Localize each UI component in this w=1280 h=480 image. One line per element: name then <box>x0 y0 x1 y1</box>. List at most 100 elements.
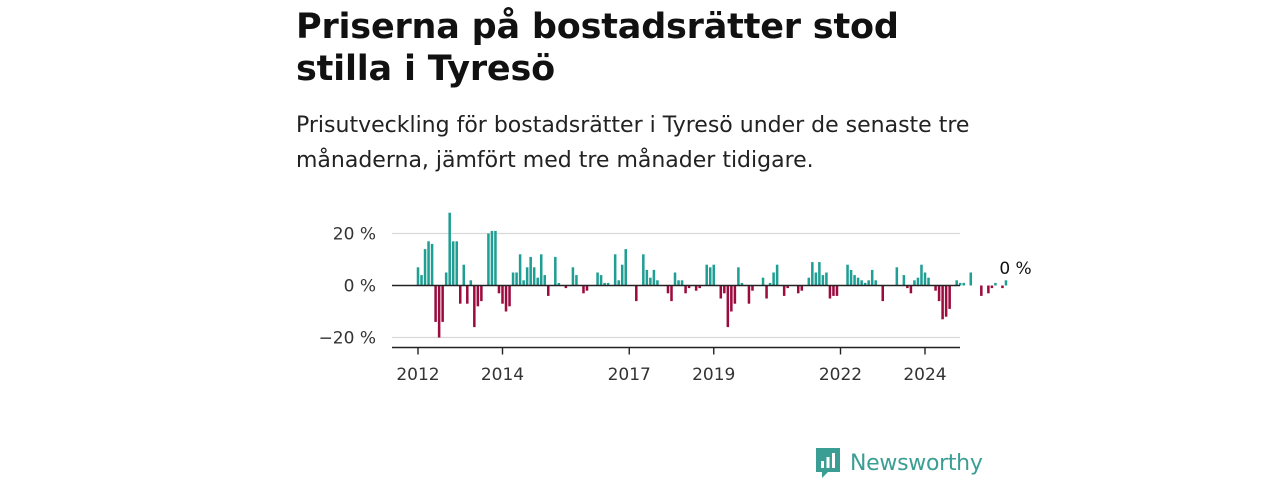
bar <box>874 280 877 286</box>
bar <box>1001 285 1004 289</box>
bar <box>740 282 744 286</box>
bar <box>645 269 649 286</box>
bar <box>927 277 930 286</box>
brand-name: Newsworthy <box>850 450 983 476</box>
bar <box>515 272 518 286</box>
bar <box>825 272 828 286</box>
bar <box>705 264 708 286</box>
bar <box>480 285 483 302</box>
bar <box>652 269 656 286</box>
bar <box>476 285 480 307</box>
bar <box>765 285 768 299</box>
bar <box>547 285 550 296</box>
bar <box>673 272 677 286</box>
bar <box>821 275 825 286</box>
x-tick-label: 2019 <box>692 365 735 385</box>
bar <box>906 285 909 289</box>
bar <box>427 241 430 286</box>
bar <box>733 285 737 304</box>
bar <box>870 269 874 286</box>
bar <box>564 285 568 289</box>
bar <box>518 254 522 286</box>
bar <box>863 282 867 286</box>
bar <box>909 285 913 294</box>
bar <box>916 277 920 286</box>
bar <box>522 280 525 286</box>
bar <box>800 285 804 291</box>
bar <box>694 285 698 291</box>
bar <box>751 285 754 291</box>
bar <box>596 272 599 286</box>
brand-logo: Newsworthy <box>814 446 983 480</box>
bar <box>420 275 423 286</box>
bar <box>846 264 849 286</box>
bar <box>620 264 624 286</box>
y-tick-label: −20 % <box>319 329 376 349</box>
bar <box>856 277 860 286</box>
bar <box>719 285 723 299</box>
bar <box>571 267 575 286</box>
bar <box>458 285 462 304</box>
bar <box>444 272 448 286</box>
x-tick-label: 2022 <box>819 365 862 385</box>
bar <box>913 280 916 286</box>
bar <box>969 272 973 286</box>
last-value-label: 0 % <box>999 259 1031 279</box>
bar <box>923 272 927 286</box>
bar <box>941 285 944 320</box>
bar <box>487 233 490 286</box>
bar <box>680 280 684 286</box>
bar <box>796 285 800 294</box>
bar <box>539 254 543 286</box>
bar <box>684 285 687 294</box>
bar <box>599 275 603 286</box>
bar <box>980 285 983 296</box>
bar <box>768 282 772 286</box>
bar <box>462 264 466 286</box>
bar <box>451 241 455 286</box>
bar <box>937 285 941 302</box>
bar <box>853 275 856 286</box>
bar <box>430 243 434 286</box>
bar <box>712 264 716 286</box>
bar <box>613 254 617 286</box>
bar <box>835 285 839 296</box>
bar <box>543 275 547 286</box>
bar <box>649 277 652 286</box>
bar <box>761 277 765 286</box>
bar <box>955 280 958 286</box>
x-tick-label: 2017 <box>608 365 651 385</box>
bar <box>860 280 863 286</box>
bar <box>723 285 726 294</box>
bar <box>902 275 906 286</box>
bar <box>828 285 832 299</box>
bar <box>582 285 585 294</box>
bar <box>782 285 786 296</box>
bar <box>448 212 451 286</box>
bar <box>656 280 659 286</box>
bar <box>849 269 853 286</box>
bar <box>469 280 473 286</box>
bar <box>575 275 578 286</box>
bar <box>557 282 561 286</box>
x-tick-label: 2014 <box>481 365 524 385</box>
bar <box>536 277 539 286</box>
bar <box>775 264 779 286</box>
bar <box>585 285 589 291</box>
bar <box>666 285 670 294</box>
bar <box>1004 280 1008 286</box>
bar <box>434 285 437 322</box>
bar <box>501 285 504 304</box>
bar <box>786 285 789 289</box>
bar <box>730 285 733 312</box>
bar <box>994 282 997 286</box>
bar <box>494 230 497 286</box>
bar <box>511 272 515 286</box>
bar <box>920 264 923 286</box>
y-tick-label: 20 % <box>333 225 376 245</box>
bar <box>807 277 811 286</box>
bar <box>832 285 835 296</box>
bar <box>811 262 814 286</box>
bar <box>867 280 870 286</box>
